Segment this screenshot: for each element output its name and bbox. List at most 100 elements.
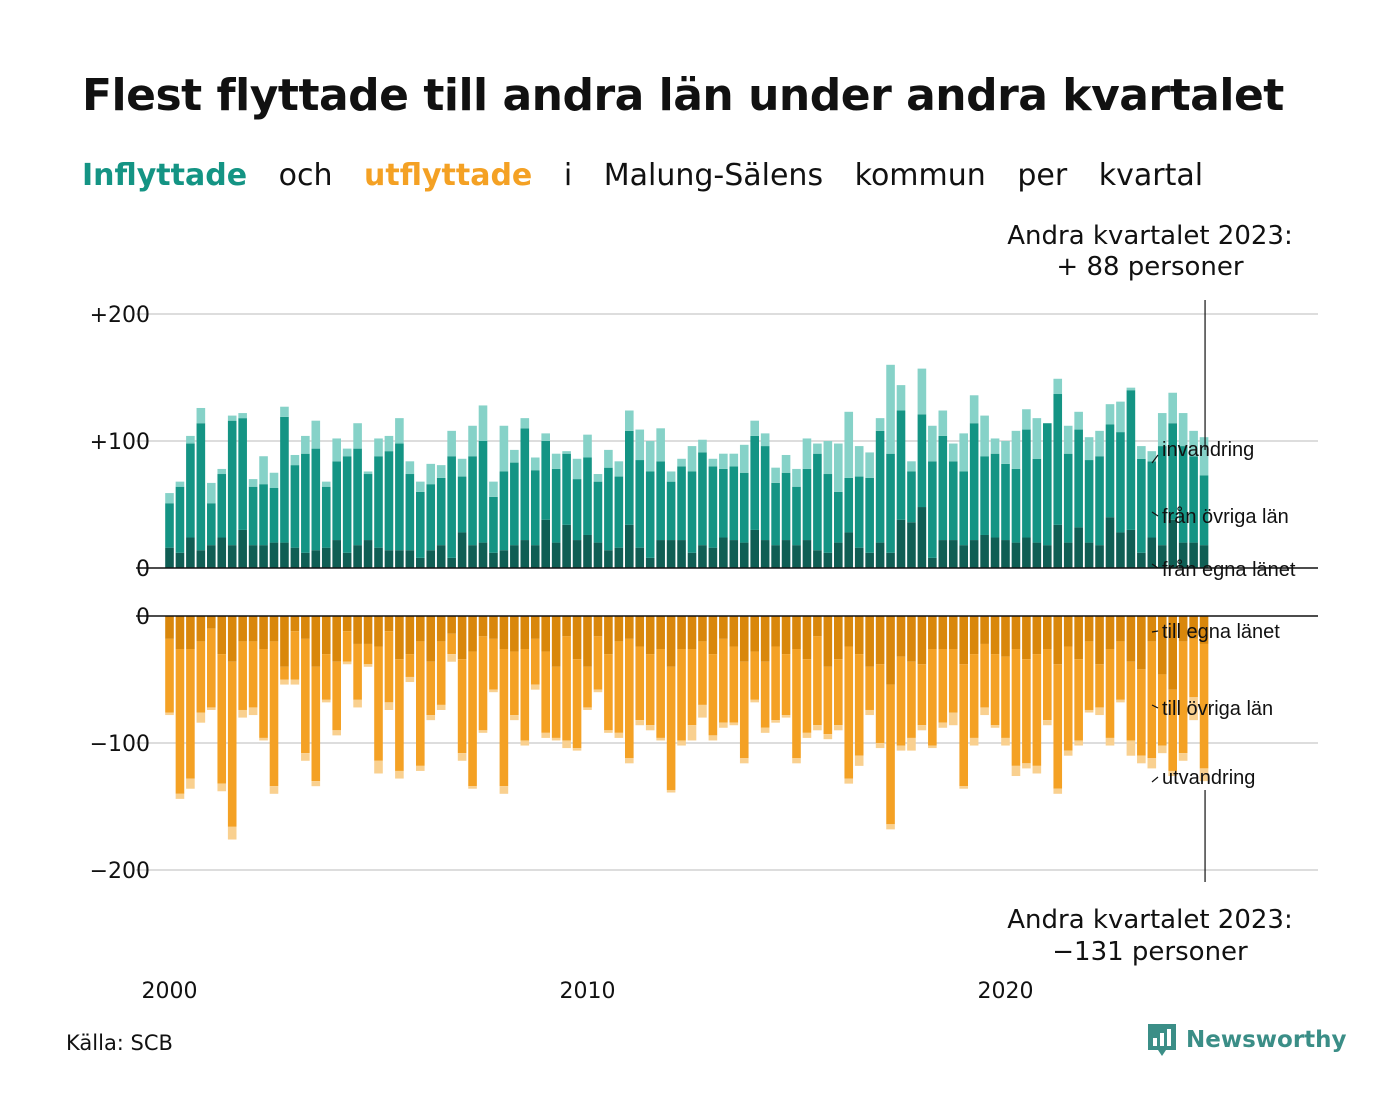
bar-in-ovriga xyxy=(1022,429,1031,538)
bar-in-ovriga xyxy=(687,471,697,553)
bar-out-utvandring xyxy=(938,722,948,728)
bar-in-invandring xyxy=(1022,409,1031,430)
ytick-bottom: −100 xyxy=(90,732,150,757)
bar-in-ovriga xyxy=(666,481,676,541)
bar-out-ovriga xyxy=(416,641,425,766)
bar-out-egna xyxy=(489,616,498,639)
bar-out-utvandring xyxy=(781,715,791,718)
bar-in-ovriga xyxy=(834,491,843,543)
bar-in-invandring xyxy=(290,454,300,466)
leader-invandring xyxy=(1151,454,1159,464)
bar-in-ovriga xyxy=(342,456,352,553)
bar-out-egna xyxy=(792,616,801,650)
bar-in-invandring xyxy=(1157,413,1167,447)
bar-out-ovriga xyxy=(186,649,195,779)
bar-out-egna xyxy=(238,616,247,642)
bar-out-ovriga xyxy=(917,664,927,726)
ytick-bottom: −200 xyxy=(90,859,150,884)
bar-in-invandring xyxy=(227,415,237,421)
bar-in-invandring xyxy=(562,451,571,454)
outflow-bars xyxy=(165,616,1209,840)
bar-in-ovriga xyxy=(1053,394,1063,525)
bar-in-invandring xyxy=(604,449,613,468)
bar-in-egna xyxy=(207,545,216,568)
bar-out-egna xyxy=(269,616,279,642)
bar-in-egna xyxy=(353,545,362,568)
bar-out-egna xyxy=(1084,616,1094,642)
bar-out-utvandring xyxy=(645,725,655,731)
subtitle-inflyttade: Inflyttade xyxy=(82,158,248,193)
bar-out-ovriga xyxy=(405,654,415,677)
bar-in-invandring xyxy=(719,453,728,469)
bar-in-invandring xyxy=(1147,451,1157,462)
bar-in-egna xyxy=(426,550,436,568)
bar-out-ovriga xyxy=(1043,649,1052,721)
bar-in-egna xyxy=(886,552,895,568)
bar-in-ovriga xyxy=(938,435,948,541)
bar-out-ovriga xyxy=(834,659,843,726)
bar-out-egna xyxy=(248,616,258,642)
bar-out-utvandring xyxy=(374,760,383,774)
bar-out-utvandring xyxy=(186,778,195,789)
bar-out-egna xyxy=(750,616,759,652)
bar-out-ovriga xyxy=(719,638,728,723)
bar-in-egna xyxy=(1043,545,1052,568)
bar-out-utvandring xyxy=(207,707,216,710)
bar-out-egna xyxy=(666,616,676,667)
bar-in-ovriga xyxy=(436,477,446,546)
subtitle-kvartal: kvartal xyxy=(1098,158,1204,193)
ytick-top: 0 xyxy=(136,557,150,582)
bar-out-utvandring xyxy=(196,712,206,723)
bar-in-invandring xyxy=(938,410,948,436)
bar-in-invandring xyxy=(207,482,216,504)
bar-out-utvandring xyxy=(1157,745,1167,754)
bar-in-egna xyxy=(1095,545,1104,568)
bar-in-invandring xyxy=(854,446,864,477)
bar-out-ovriga xyxy=(321,654,331,700)
bar-out-utvandring xyxy=(1043,720,1052,726)
bar-in-egna xyxy=(405,550,415,568)
bar-out-egna xyxy=(645,616,655,655)
bar-in-invandring xyxy=(1001,441,1010,464)
bar-out-ovriga xyxy=(823,666,833,735)
bar-in-invandring xyxy=(666,471,676,482)
bar-in-invandring xyxy=(175,481,185,487)
bar-out-ovriga xyxy=(781,654,791,716)
bar-out-utvandring xyxy=(353,699,362,708)
bar-out-utvandring xyxy=(980,707,989,716)
bar-in-ovriga xyxy=(969,423,979,541)
bar-out-utvandring xyxy=(729,722,739,726)
bar-out-ovriga xyxy=(572,659,582,749)
bar-in-invandring xyxy=(1032,418,1042,459)
bar-in-ovriga xyxy=(583,457,592,535)
bar-out-utvandring xyxy=(886,824,895,830)
bar-out-egna xyxy=(886,616,895,685)
bar-out-ovriga xyxy=(928,649,937,746)
bar-in-invandring xyxy=(792,468,801,487)
bar-out-ovriga xyxy=(687,649,697,726)
bar-in-egna xyxy=(510,545,519,568)
bar-out-utvandring xyxy=(1011,765,1021,777)
bar-in-ovriga xyxy=(248,486,258,546)
bar-out-utvandring xyxy=(478,730,488,733)
bar-in-egna xyxy=(332,540,341,568)
bar-in-invandring xyxy=(238,413,247,419)
bar-in-invandring xyxy=(834,443,843,492)
bar-out-ovriga xyxy=(551,666,561,738)
bar-out-utvandring xyxy=(280,679,289,685)
bar-out-utvandring xyxy=(551,737,561,741)
bar-out-egna xyxy=(290,616,300,632)
bar-in-invandring xyxy=(948,443,958,462)
subtitle-och: och xyxy=(278,158,333,193)
bar-in-ovriga xyxy=(1178,446,1188,543)
bar-in-ovriga xyxy=(447,456,456,558)
bar-in-egna xyxy=(645,557,655,568)
newsworthy-logo: Newsworthy xyxy=(1146,1022,1347,1058)
bar-in-egna xyxy=(321,547,331,568)
bar-out-utvandring xyxy=(760,727,770,733)
bar-in-egna xyxy=(739,542,749,568)
bar-out-ovriga xyxy=(1001,656,1010,738)
bar-in-invandring xyxy=(1199,437,1209,476)
bar-in-egna xyxy=(959,545,968,568)
series-label-out: utvandring xyxy=(1162,767,1255,789)
